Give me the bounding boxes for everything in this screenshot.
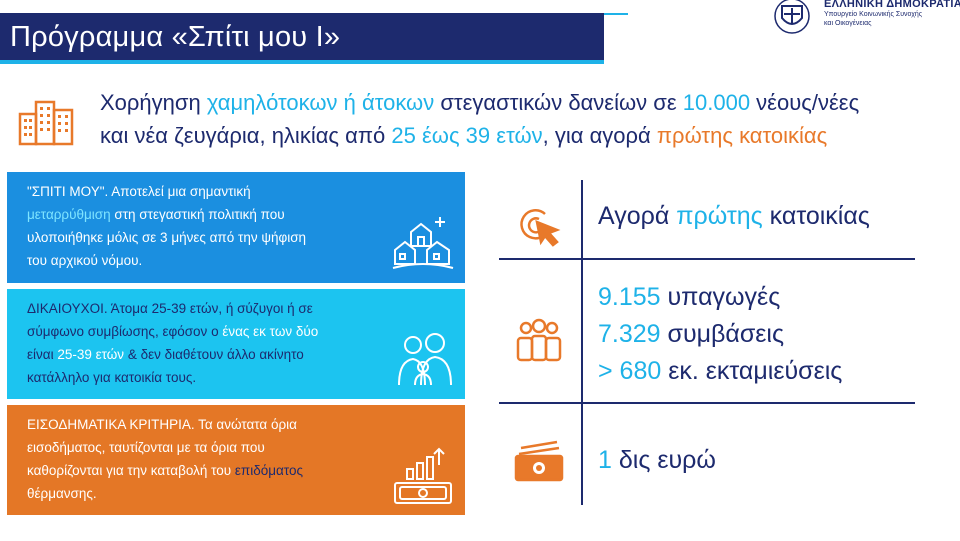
stat-applications: 9.155 υπαγωγές — [598, 283, 780, 312]
headline-line-2: και νέα ζευγάρια, ηλικίας από 25 έως 39 … — [100, 119, 859, 152]
family-icon — [398, 333, 452, 386]
stat-first-home: Αγορά πρώτης κατοικίας — [598, 202, 870, 231]
stat-budget: 1 δις ευρώ — [598, 446, 716, 475]
panel-text: "ΣΠΙΤΙ ΜΟΥ". Αποτελεί μια σημαντική μετα… — [27, 180, 387, 272]
info-panel-beneficiaries: ΔΙΚΑΙΟΥΧΟΙ. Άτομα 25-39 ετών, ή σύζυγοι … — [7, 289, 465, 399]
stat-number: > 680 — [598, 357, 662, 385]
stat-text: κατοικίας — [762, 202, 870, 230]
info-panel-program: "ΣΠΙΤΙ ΜΟΥ". Αποτελεί μια σημαντική μετα… — [7, 172, 465, 283]
panel-line: εισοδήματος, ταυτίζονται με τα όρια που — [27, 440, 265, 455]
buildings-icon — [18, 100, 74, 146]
headline-text: νέους/νέες — [750, 90, 860, 115]
horizontal-divider — [499, 402, 915, 404]
stat-disbursements: > 680 εκ. εκταμιεύσεις — [598, 357, 842, 386]
panel-line-rest: & δεν διαθέτουν άλλο ακίνητο — [124, 347, 304, 362]
panel-line: του αρχικού νόμου. — [27, 253, 143, 268]
panel-line-start: σύμφωνο συμβίωσης, εφόσον ο — [27, 324, 223, 339]
panel-line: ΔΙΚΑΙΟΥΧΟΙ. Άτομα 25-39 ετών, ή σύζυγοι … — [27, 301, 313, 316]
greek-emblem-icon — [774, 0, 810, 34]
vertical-divider — [581, 180, 583, 505]
page-title: Πρόγραμμα «Σπίτι μου Ι» — [10, 21, 341, 53]
panel-line: υλοποιήθηκε μόλις σε 3 μήνες από την ψήφ… — [27, 230, 307, 245]
title-accent — [0, 13, 12, 60]
panel-highlight: 25-39 ετών — [57, 347, 125, 362]
panel-line: μεταρρύθμιση στη στεγαστική πολιτική που — [27, 203, 387, 226]
panel-line-start: είναι — [27, 347, 58, 362]
panel-highlight: ένας εκ των δύο — [222, 324, 319, 339]
panel-text: ΔΙΚΑΙΟΥΧΟΙ. Άτομα 25-39 ετών, ή σύζυγοι … — [27, 297, 387, 389]
ministry-line-1: Υπουργείο Κοινωνικής Συνοχής — [824, 11, 923, 18]
village-icon — [392, 217, 454, 269]
people-group-icon — [516, 318, 562, 362]
title-bar: Πρόγραμμα «Σπίτι μου Ι» — [0, 13, 604, 64]
panel-highlight: μεταρρύθμιση — [27, 207, 111, 222]
panel-line: καθορίζονται για την καταβολή του επιδόμ… — [27, 459, 387, 482]
panel-line: κατάλληλο για κατοικία τους. — [27, 370, 197, 385]
panel-line: ΕΙΣΟΔΗΜΑΤΙΚΑ ΚΡΙΤΗΡΙΑ. Τα ανώτατα όρια — [27, 417, 297, 432]
headline-highlight-rate: χαμηλότοκων ή άτοκων — [206, 90, 435, 115]
headline-highlight-age: 25 έως 39 ετών — [391, 123, 543, 148]
headline: Χορήγηση χαμηλότοκων ή άτοκων στεγαστικώ… — [100, 86, 859, 152]
panel-line: "ΣΠΙΤΙ ΜΟΥ". Αποτελεί μια σημαντική — [27, 184, 251, 199]
panel-line-rest: στη στεγαστική πολιτική που — [110, 207, 285, 222]
stat-label: δις ευρώ — [611, 446, 716, 474]
panel-line-start: καθορίζονται για την καταβολή του — [27, 463, 235, 478]
stat-label: συμβάσεις — [660, 320, 785, 348]
info-panel-income-criteria: ΕΙΣΟΔΗΜΑΤΙΚΑ ΚΡΙΤΗΡΙΑ. Τα ανώτατα όρια ε… — [7, 405, 465, 515]
stat-number: 7.329 — [598, 320, 661, 348]
stat-number: 1 — [598, 446, 612, 474]
headline-highlight-count: 10.000 — [682, 90, 751, 115]
stat-text: Αγορά — [598, 202, 677, 230]
headline-text: και νέα ζευγάρια, ηλικίας από — [100, 123, 392, 148]
panel-line: είναι 25-39 ετών & δεν διαθέτουν άλλο ακ… — [27, 343, 387, 366]
panel-line: θέρμανσης. — [27, 486, 97, 501]
headline-line-1: Χορήγηση χαμηλότοκων ή άτοκων στεγαστικώ… — [100, 86, 859, 119]
panel-text: ΕΙΣΟΔΗΜΑΤΙΚΑ ΚΡΙΤΗΡΙΑ. Τα ανώτατα όρια ε… — [27, 413, 387, 505]
stat-label: υπαγωγές — [660, 283, 781, 311]
banknote-icon — [514, 440, 564, 482]
title-line — [604, 13, 628, 64]
headline-text: , για αγορά — [542, 123, 657, 148]
money-growth-icon — [394, 447, 452, 504]
stat-highlight: πρώτης — [676, 202, 763, 230]
gov-name: ΕΛΛΗΝΙΚΗ ΔΗΜΟΚΡΑΤΙΑ — [824, 0, 960, 10]
headline-highlight-first-home: πρώτης κατοικίας — [656, 123, 828, 148]
stat-contracts: 7.329 συμβάσεις — [598, 320, 784, 349]
stat-number: 9.155 — [598, 283, 661, 311]
ministry-line-2: και Οικογένειας — [824, 20, 872, 27]
headline-text: στεγαστικών δανείων σε — [434, 90, 683, 115]
stat-label: εκ. εκταμιεύσεις — [661, 357, 843, 385]
headline-text: Χορήγηση — [100, 90, 207, 115]
click-target-icon — [520, 209, 561, 247]
panel-line: σύμφωνο συμβίωσης, εφόσον ο ένας εκ των … — [27, 320, 387, 343]
panel-highlight: επιδόματος — [234, 463, 303, 478]
government-label: ΕΛΛΗΝΙΚΗ ΔΗΜΟΚΡΑΤΙΑ Υπουργείο Κοινωνικής… — [824, 0, 960, 28]
horizontal-divider — [499, 258, 915, 260]
